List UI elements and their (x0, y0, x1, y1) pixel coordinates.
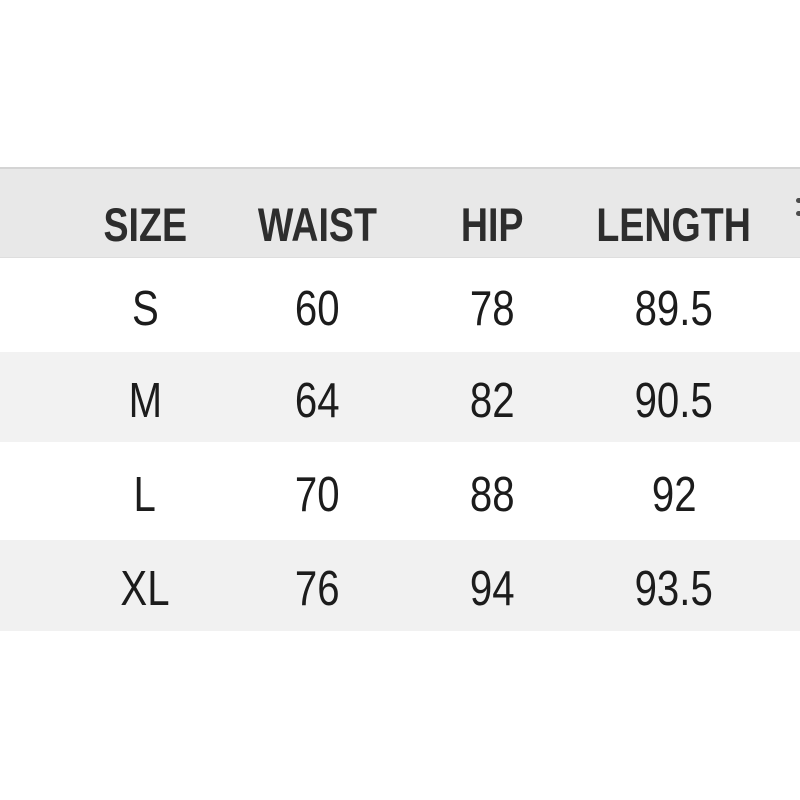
artifact-dot-top (796, 198, 800, 203)
cell-s-length: 89.5 (564, 258, 784, 352)
header-cell-length: LENGTH (564, 169, 784, 257)
value-m-hip: 82 (469, 373, 515, 428)
header-cell-hip: HIP (382, 169, 602, 257)
value-m-waist: 64 (294, 373, 340, 428)
value-s-length: 89.5 (634, 281, 714, 336)
value-m-length: 90.5 (634, 373, 714, 428)
cell-l-waist: 70 (207, 442, 427, 540)
table-header-row: SIZE WAIST HIP LENGTH (0, 167, 800, 258)
cell-xl-waist: 76 (207, 540, 427, 631)
artifact-dot-bottom (796, 211, 800, 216)
cell-xl-hip: 94 (382, 540, 602, 631)
value-l-length: 92 (651, 467, 697, 522)
header-label-size: SIZE (103, 197, 187, 251)
cell-m-length: 90.5 (564, 352, 784, 442)
value-s-hip: 78 (469, 281, 515, 336)
value-l-waist: 70 (294, 467, 340, 522)
header-cell-waist: WAIST (207, 169, 427, 257)
value-l-hip: 88 (469, 467, 515, 522)
cell-m-hip: 82 (382, 352, 602, 442)
table-row-s: S 60 78 89.5 (0, 258, 800, 352)
cell-s-waist: 60 (207, 258, 427, 352)
header-label-hip: HIP (460, 197, 524, 251)
value-m-size: M (128, 373, 162, 428)
cell-xl-length: 93.5 (564, 540, 784, 631)
cell-m-size: M (35, 352, 255, 442)
cell-l-size: L (35, 442, 255, 540)
value-s-size: S (131, 281, 159, 336)
header-cell-size: SIZE (35, 169, 255, 257)
value-xl-hip: 94 (469, 562, 515, 616)
table-row-xl: XL 76 94 93.5 (0, 540, 800, 631)
cell-l-length: 92 (564, 442, 784, 540)
cropped-glyph-artifact (794, 198, 800, 220)
size-chart-table: SIZE WAIST HIP LENGTH S 60 78 89.5 (0, 167, 800, 631)
value-l-size: L (133, 467, 157, 522)
cell-xl-size: XL (35, 540, 255, 631)
table-row-m: M 64 82 90.5 (0, 352, 800, 442)
header-label-waist: WAIST (257, 197, 377, 251)
cell-s-hip: 78 (382, 258, 602, 352)
header-label-length: LENGTH (596, 197, 752, 251)
value-xl-length: 93.5 (634, 562, 714, 616)
value-s-waist: 60 (294, 281, 340, 336)
value-xl-waist: 76 (294, 562, 340, 616)
cell-s-size: S (35, 258, 255, 352)
cell-m-waist: 64 (207, 352, 427, 442)
cell-l-hip: 88 (382, 442, 602, 540)
value-xl-size: XL (120, 562, 170, 616)
table-row-l: L 70 88 92 (0, 442, 800, 540)
